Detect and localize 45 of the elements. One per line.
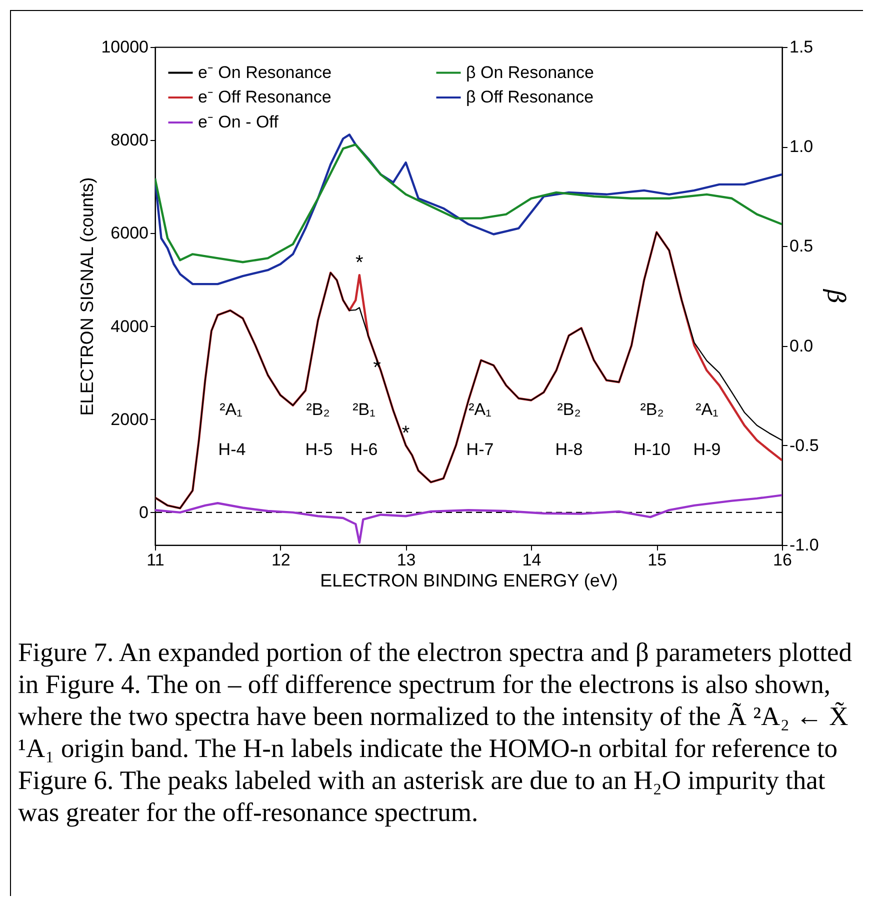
legend-label: e⁻ On - Off (198, 112, 279, 132)
y2-tick-label: 0.5 (790, 236, 814, 256)
annotation: H-4 (218, 440, 246, 460)
legend-label: e⁻ On Resonance (198, 62, 332, 82)
annotation: ²A₁ (696, 400, 718, 420)
legend-label: β On Resonance (466, 62, 594, 82)
caption: Figure 7. An expanded portion of the electron spectra and β parameters plotted in Figure 4. The on – off difference spectrum for the electrons is also shown, where the two spectra have been normalized to the intensity of the Ã ²A₂ ← X̃ ¹A₁ origin band. The H-n labels indicate the HOMO-n orbital for reference to Figure 6. The peaks labeled with an asterisk are due to an H₂O impurity that was greater for the off-resonance spectrum. (18, 636, 853, 828)
legend-label: β Off Resonance (466, 88, 594, 106)
y-tick-label: 4000 (110, 316, 148, 336)
annotation: ²B₂ (640, 400, 664, 420)
annotation: H-8 (555, 440, 583, 460)
y2-tick-label: 0.0 (790, 336, 814, 356)
y2-axis-title: β (822, 288, 850, 304)
annotation: H-10 (634, 440, 670, 460)
x-tick-label: 15 (648, 550, 667, 570)
annotation: H-7 (466, 440, 494, 460)
line-series (155, 144, 782, 264)
x-tick-label: 13 (396, 550, 416, 570)
annotation: ²B₂ (557, 400, 581, 420)
annotation: ²B₂ (306, 400, 330, 420)
line-series (155, 134, 782, 286)
y2-tick-label: 1.5 (790, 38, 814, 56)
y-tick-label: 10000 (101, 38, 148, 56)
x-tick-label: 14 (522, 550, 542, 570)
annotation: ²A₁ (220, 400, 242, 420)
y2-tick-label: 1.0 (790, 137, 814, 156)
x-tick-label: 12 (271, 550, 290, 570)
y-axis-title: ELECTRON SIGNAL (counts) (77, 177, 98, 416)
y2-tick-label: -0.5 (790, 436, 819, 455)
x-tick-label: 16 (773, 550, 792, 570)
y-tick-label: 2000 (110, 410, 148, 429)
legend-label: e⁻ Off Resonance (198, 88, 332, 106)
y-tick-label: 8000 (110, 130, 148, 150)
annotation: H-9 (693, 440, 721, 460)
y-tick-label: 0 (139, 502, 148, 522)
y-tick-label: 6000 (110, 224, 148, 243)
x-axis-title: ELECTRON BINDING ENERGY (eV) (320, 570, 618, 590)
x-tick-label: 11 (146, 550, 164, 570)
annotation: ²A₁ (468, 400, 492, 420)
y2-tick-label: -1.0 (790, 536, 819, 554)
annotation: * (356, 252, 364, 274)
annotation: H-6 (350, 440, 378, 460)
annotation: H-5 (305, 440, 333, 460)
annotation: * (402, 422, 410, 444)
annotation: ²B₁ (352, 400, 376, 420)
